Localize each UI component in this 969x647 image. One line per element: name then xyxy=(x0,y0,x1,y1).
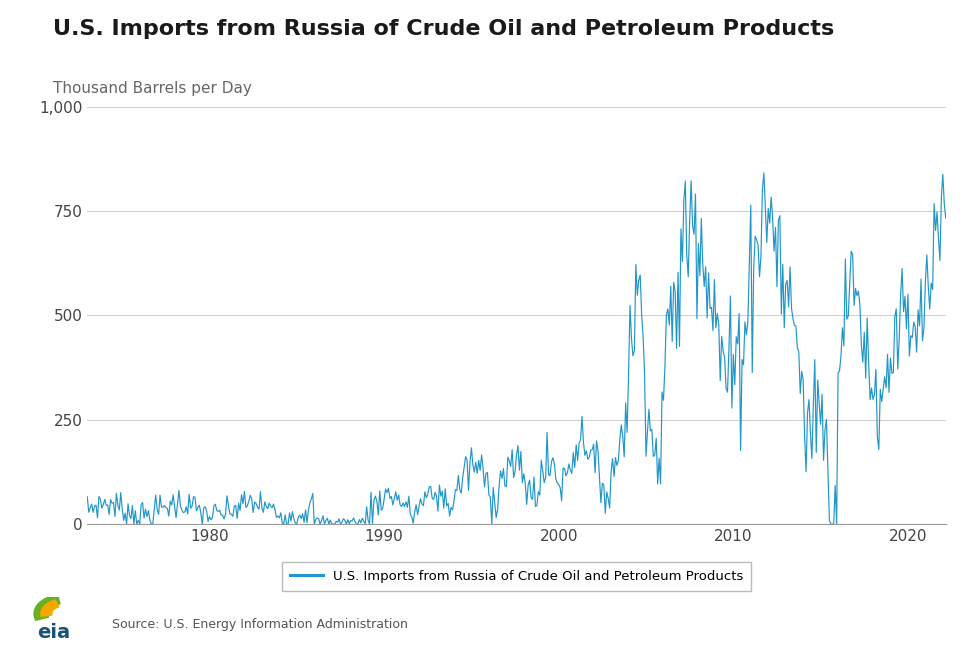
Text: Source: U.S. Energy Information Administration: Source: U.S. Energy Information Administ… xyxy=(111,618,407,631)
Wedge shape xyxy=(34,595,60,620)
Wedge shape xyxy=(41,600,59,616)
Legend: U.S. Imports from Russia of Crude Oil and Petroleum Products: U.S. Imports from Russia of Crude Oil an… xyxy=(281,562,751,591)
Text: eia: eia xyxy=(38,623,71,642)
Text: U.S. Imports from Russia of Crude Oil and Petroleum Products: U.S. Imports from Russia of Crude Oil an… xyxy=(53,19,833,39)
Text: Thousand Barrels per Day: Thousand Barrels per Day xyxy=(53,81,252,96)
